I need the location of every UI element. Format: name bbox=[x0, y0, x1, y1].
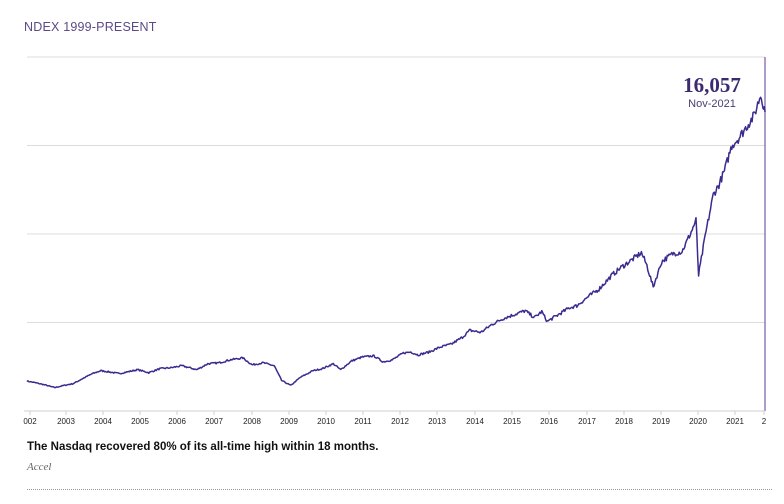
x-tick-label: 2 bbox=[762, 417, 767, 426]
x-tick-label: 2013 bbox=[428, 417, 446, 426]
x-tick-label: 2006 bbox=[168, 417, 186, 426]
x-tick-label: 2004 bbox=[94, 417, 112, 426]
x-tick-label: 2016 bbox=[540, 417, 558, 426]
peak-value-label: 16,057 bbox=[683, 73, 741, 97]
peak-annotation: 16,057 Nov-2021 bbox=[683, 73, 741, 110]
x-tick-label: 2019 bbox=[652, 417, 670, 426]
x-tick-label: 2012 bbox=[391, 417, 409, 426]
chart-line-layer bbox=[26, 96, 766, 389]
series-line bbox=[26, 96, 766, 389]
x-tick-label: 2008 bbox=[243, 417, 261, 426]
x-tick-label: 2021 bbox=[726, 417, 744, 426]
chart-grid bbox=[27, 56, 766, 411]
x-tick-label: 2015 bbox=[503, 417, 521, 426]
x-tick-label: 2014 bbox=[466, 417, 484, 426]
chart-caption: The Nasdaq recovered 80% of its all-time… bbox=[27, 441, 379, 453]
footer-divider bbox=[27, 489, 772, 490]
x-tick-label: 2018 bbox=[615, 417, 633, 426]
x-tick-label: 2011 bbox=[354, 417, 372, 426]
x-tick-label: 2003 bbox=[57, 417, 75, 426]
chart-title: NDEX 1999-PRESENT bbox=[24, 20, 157, 34]
x-tick-label: 2010 bbox=[317, 417, 335, 426]
x-tick-label: 002 bbox=[23, 417, 37, 426]
x-tick-label: 2005 bbox=[131, 417, 149, 426]
x-axis: 002 2003 2004 2005 2006 2007 2008 2009 2010 2011 2… bbox=[23, 410, 767, 426]
x-tick-label: 2017 bbox=[578, 417, 596, 426]
x-tick-label: 2020 bbox=[689, 417, 707, 426]
x-tick-label: 2009 bbox=[280, 417, 298, 426]
peak-date-label: Nov-2021 bbox=[688, 98, 736, 110]
x-tick-label: 2007 bbox=[205, 417, 223, 426]
source-credit: Accel bbox=[27, 461, 52, 473]
